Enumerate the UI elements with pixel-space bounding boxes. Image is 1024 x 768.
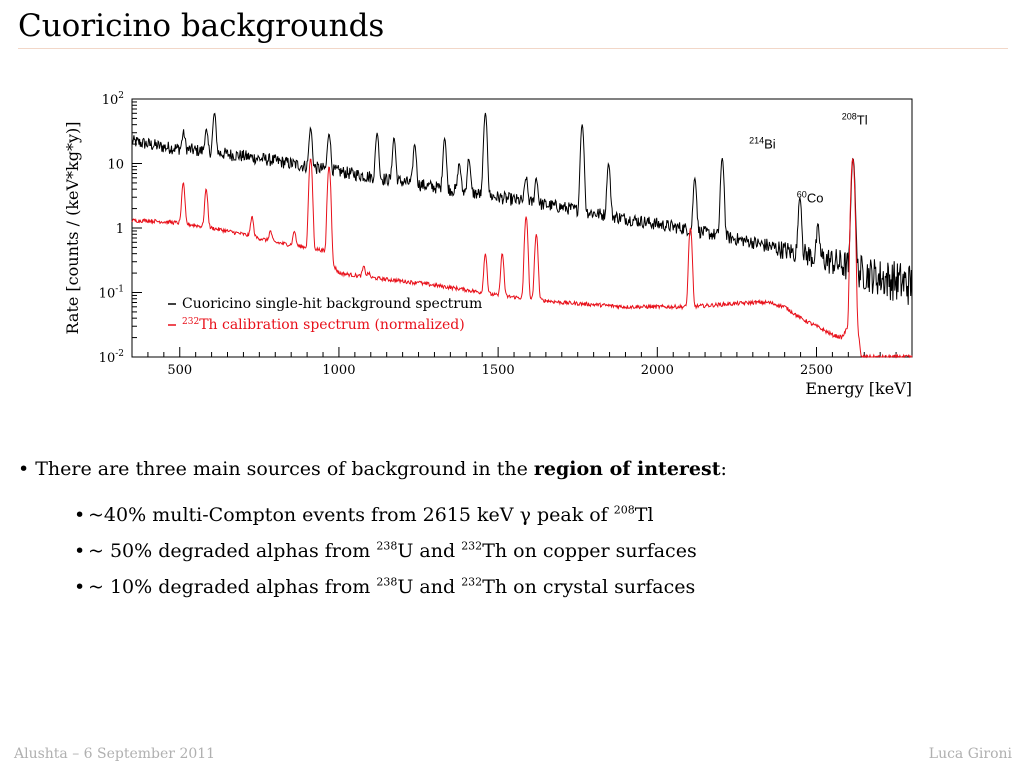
spectrum-chart: 102 10 1 10-1 10-2 500 1000 1500 2000 2500 208Tl… — [60, 90, 930, 410]
title-divider — [18, 48, 1008, 49]
sub-bullet-text: Th on copper surfaces — [482, 540, 697, 562]
peak-annotation: 208Tl — [842, 112, 868, 128]
sub-bullet-copper: • ~ 50% degraded alphas from 238U and 232… — [74, 540, 998, 562]
footer-event: Alushta – 6 September 2011 — [14, 746, 216, 762]
x-axis-label: Energy [keV] — [805, 379, 912, 398]
legend-entry: Cuoricino single-hit background spectrum — [182, 296, 482, 312]
sub-bullet-crystal: • ~ 10% degraded alphas from 238U and 232… — [74, 576, 998, 598]
sub-bullet-text: U and — [397, 576, 462, 598]
bullet-dot: • — [18, 458, 36, 480]
x-tick-label: 500 — [167, 363, 192, 378]
isotope-symbol: Tl — [634, 504, 654, 526]
y-tick-label: 10-2 — [99, 349, 124, 366]
y-axis-label: Rate [counts / (keV*kg*y)] — [63, 121, 82, 334]
calibration-spectrum-line — [131, 158, 913, 359]
x-tick-label: 1000 — [322, 363, 355, 378]
isotope-mass: 238 — [376, 575, 398, 589]
x-tick-labels: 500 1000 1500 2000 2500 — [167, 363, 833, 378]
isotope-mass: 238 — [376, 539, 398, 553]
main-bullet: • There are three main sources of backgr… — [18, 458, 998, 480]
sub-bullet-compton: • ~40% multi-Compton events from 2615 keV… — [74, 504, 998, 526]
x-tick-label: 2500 — [800, 363, 833, 378]
sub-bullet-text: ~ 50% degraded alphas from — [88, 540, 377, 562]
bullet-dot: • — [74, 504, 86, 526]
x-tick-label: 1500 — [482, 363, 515, 378]
main-bullet-suffix: : — [720, 458, 727, 480]
isotope-mass: 208 — [613, 503, 635, 517]
sub-bullet-text: Th on crystal surfaces — [482, 576, 696, 598]
peak-annotations: 208Tl 214Bi 60Co — [749, 112, 868, 206]
sub-bullet-text: U and — [397, 540, 462, 562]
y-tick-labels: 102 10 1 10-1 10-2 — [99, 91, 124, 366]
x-tick-label: 2000 — [641, 363, 674, 378]
bullet-dot: • — [74, 576, 86, 598]
chart-svg: 102 10 1 10-1 10-2 500 1000 1500 2000 2500 208Tl… — [63, 91, 913, 398]
y-tick-label: 10 — [107, 158, 124, 173]
background-spectrum-line — [131, 112, 913, 305]
slide-title: Cuoricino backgrounds — [18, 8, 385, 44]
y-tick-label: 102 — [102, 91, 124, 108]
peak-annotation: 60Co — [797, 189, 824, 205]
series-layer — [131, 112, 913, 359]
legend-entry: 232Th calibration spectrum (normalized) — [182, 317, 465, 333]
bullet-list: • There are three main sources of backgr… — [18, 458, 998, 612]
isotope-mass: 232 — [461, 575, 483, 589]
y-tick-label: 10-1 — [99, 285, 124, 302]
chart-legend: Cuoricino single-hit background spectrum… — [168, 296, 482, 333]
peak-annotation: 214Bi — [749, 136, 776, 152]
y-tick-label: 1 — [116, 222, 124, 237]
bullet-dot: • — [74, 540, 86, 562]
sub-bullet-text: ~40% multi-Compton events from 2615 keV … — [88, 504, 614, 526]
sub-bullet-text: ~ 10% degraded alphas from — [88, 576, 377, 598]
footer-author: Luca Gironi — [928, 746, 1012, 762]
main-bullet-text: There are three main sources of backgrou… — [35, 458, 534, 480]
main-bullet-bold: region of interest — [533, 458, 721, 480]
isotope-mass: 232 — [461, 539, 483, 553]
